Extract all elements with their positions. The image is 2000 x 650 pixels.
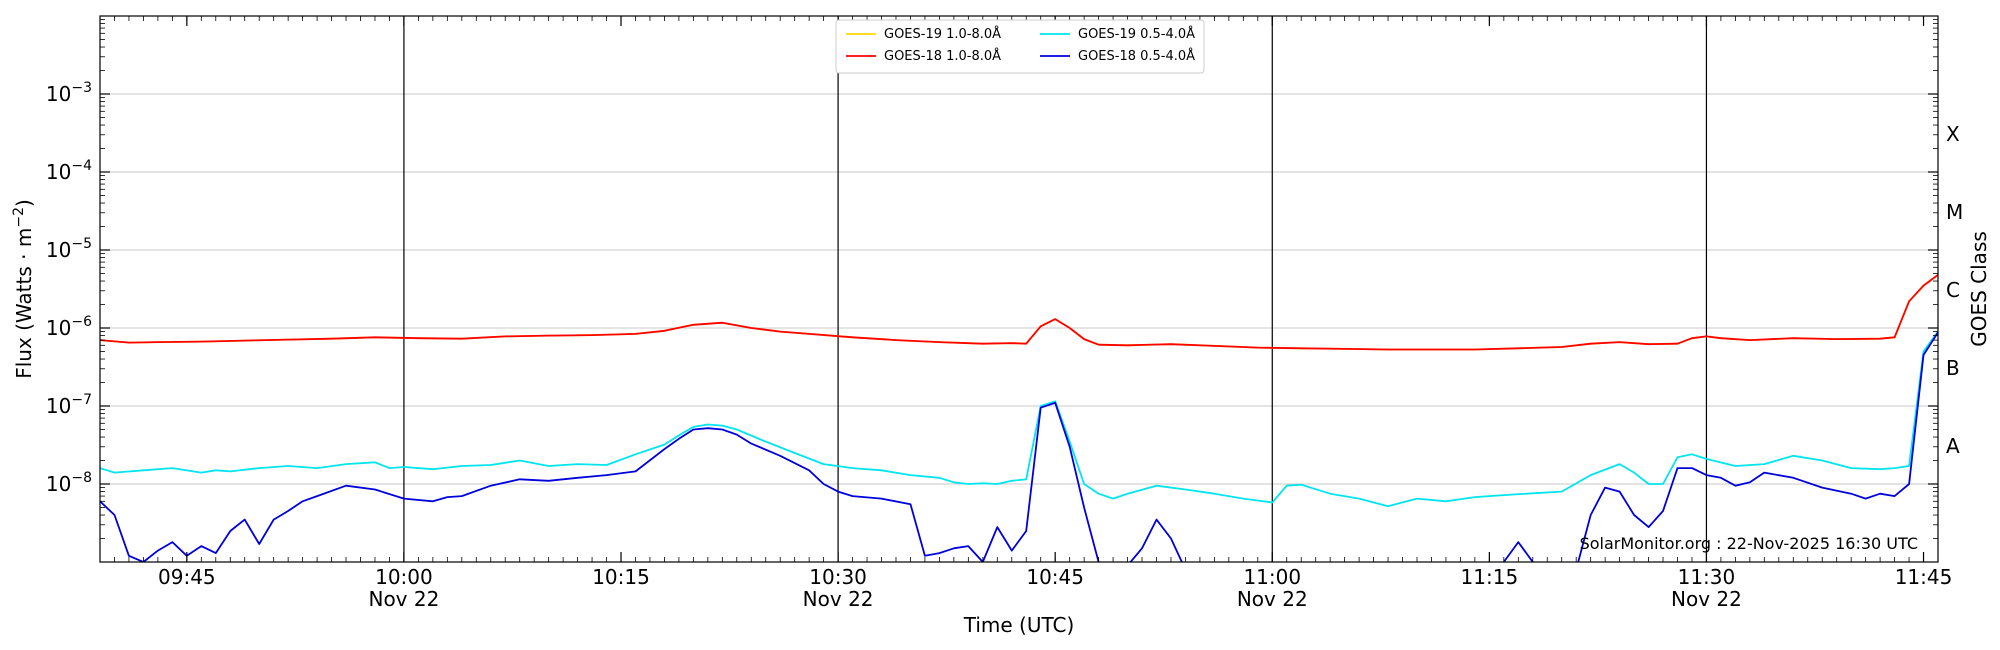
goes-class-label: X <box>1946 122 1960 146</box>
x-tick-label: 11:15 <box>1461 565 1519 589</box>
right-axis-title: GOES Class <box>1967 231 1991 347</box>
x-tick-label: 09:45 <box>158 565 216 589</box>
x-tick-date-label: Nov 22 <box>1671 587 1742 611</box>
y-axis-title: Flux (Watts · m−2) <box>11 199 36 379</box>
x-tick-label: 11:30 <box>1678 565 1736 589</box>
y-tick-label: 10−5 <box>46 236 92 262</box>
x-tick-date-label: Nov 22 <box>803 587 874 611</box>
vertical-lines-layer <box>403 16 1708 562</box>
series-line <box>100 331 1938 508</box>
x-tick-label: 10:00 <box>375 565 433 589</box>
y-tick-label: 10−6 <box>46 314 92 340</box>
y-tick-label: 10−4 <box>46 158 92 184</box>
legend-box <box>835 19 1205 74</box>
series-line <box>100 331 1938 562</box>
x-tick-date-label: Nov 22 <box>368 587 439 611</box>
x-tick-label: 10:45 <box>1026 565 1084 589</box>
y-tick-label: 10−3 <box>46 80 92 106</box>
goes-class-label: M <box>1946 200 1963 224</box>
legend: GOES-19 1.0-8.0Å GOES-18 1.0-8.0Å GOES-19 … <box>835 19 1205 74</box>
y-axis-ticks: 10−8 10−7 10−6 10−5 10−4 10−3 <box>46 19 1938 539</box>
goes-class-label: B <box>1946 356 1960 380</box>
goes-class-label: C <box>1946 278 1960 302</box>
grid-layer <box>100 93 1938 485</box>
y-tick-label: 10−8 <box>46 470 92 496</box>
x-tick-label: 11:45 <box>1895 565 1953 589</box>
legend-label: GOES-19 1.0-8.0Å <box>884 26 1001 42</box>
series-line <box>100 274 1938 351</box>
x-tick-label: 10:30 <box>809 565 867 589</box>
legend-label: GOES-18 1.0-8.0Å <box>884 48 1001 64</box>
x-tick-label: 11:00 <box>1243 565 1301 589</box>
series-layer <box>100 274 1938 562</box>
legend-label: GOES-18 0.5-4.0Å <box>1078 48 1195 64</box>
y-tick-label: 10−7 <box>46 392 92 418</box>
x-tick-label: 10:15 <box>592 565 650 589</box>
plot-frame <box>99 15 1939 563</box>
goes-class-axis: A B C M X <box>1946 122 1963 458</box>
credit-text: SolarMonitor.org : 22-Nov-2025 16:30 UTC <box>1580 534 1918 553</box>
goes-class-label: A <box>1946 434 1960 458</box>
x-axis-title: Time (UTC) <box>963 613 1075 637</box>
series-line <box>100 274 1938 351</box>
legend-label: GOES-19 0.5-4.0Å <box>1078 26 1195 42</box>
x-tick-date-label: Nov 22 <box>1237 587 1308 611</box>
